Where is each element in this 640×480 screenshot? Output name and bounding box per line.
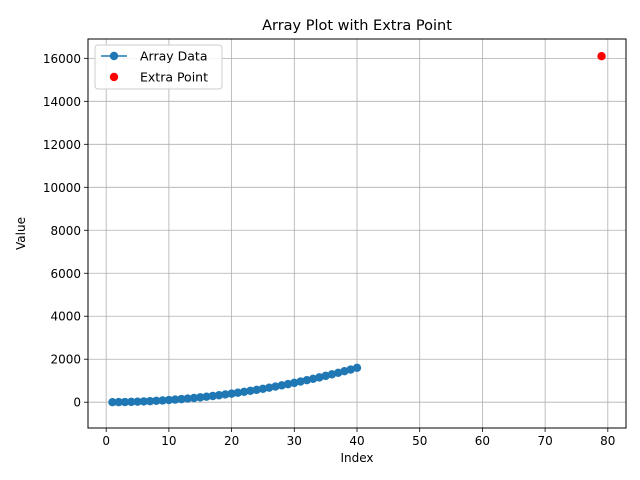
data-point-array-data — [221, 390, 230, 399]
x-tick-label: 40 — [349, 434, 364, 448]
data-point-array-data — [302, 376, 312, 385]
data-point-array-data — [214, 391, 224, 400]
data-point-array-data — [127, 397, 136, 407]
grid — [88, 39, 626, 428]
data-point-array-data — [233, 388, 243, 397]
x-tick-label: 10 — [161, 434, 176, 448]
data-point-array-data — [227, 389, 236, 398]
x-tick-label: 0 — [102, 434, 110, 448]
data-point-array-data — [120, 397, 130, 407]
data-point-array-data — [196, 393, 205, 402]
y-tick-label: 14000 — [43, 95, 81, 109]
data-point-extra-point — [597, 51, 606, 61]
data-point-array-data — [158, 396, 167, 405]
legend: Array Data Extra Point — [94, 44, 223, 90]
data-point-array-data — [114, 397, 123, 407]
data-point-array-data — [283, 379, 293, 389]
y-axis-label: Value — [14, 217, 28, 250]
data-point-array-data — [321, 371, 330, 381]
data-point-array-data — [327, 370, 337, 379]
data-point-array-data — [271, 382, 280, 391]
y-tick-label: 6000 — [50, 267, 81, 281]
y-tick-label: 2000 — [50, 353, 81, 367]
data-point-array-data — [189, 393, 199, 403]
data-point-array-data — [177, 394, 186, 404]
data-point-array-data — [208, 391, 217, 401]
data-point-array-data — [239, 387, 249, 397]
data-point-array-data — [308, 374, 318, 384]
y-tick-label: 10000 — [43, 181, 81, 195]
y-tick-label: 12000 — [43, 138, 81, 152]
x-tick-label: 70 — [537, 434, 552, 448]
y-tick-label: 0 — [73, 396, 81, 410]
legend-marker-array-data — [109, 51, 119, 61]
x-axis-label: Index — [340, 451, 373, 465]
data-point-array-data — [296, 377, 305, 386]
data-point-array-data — [170, 395, 180, 404]
data-point-array-data — [315, 373, 324, 382]
data-point-array-data — [252, 385, 261, 395]
y-tick-label: 4000 — [50, 310, 81, 324]
legend-label-array-data: Array Data — [140, 49, 208, 64]
data-point-array-data — [164, 395, 174, 405]
x-tick-label: 80 — [600, 434, 615, 448]
data-point-array-data — [145, 396, 155, 406]
x-tick-label: 20 — [224, 434, 239, 448]
x-tick-label: 50 — [412, 434, 427, 448]
data-point-array-data — [183, 394, 192, 403]
data-point-array-data — [139, 397, 149, 406]
data-point-array-data — [152, 396, 161, 406]
data-point-array-data — [202, 392, 211, 401]
x-tick-label: 60 — [475, 434, 490, 448]
data-point-array-data — [108, 397, 117, 407]
data-point-array-data — [265, 383, 274, 392]
y-tick-label: 16000 — [43, 52, 81, 66]
data-point-array-data — [258, 384, 268, 393]
legend-marker-extra-point — [109, 72, 119, 82]
ticks: 0 10 20 30 40 50 60 70 80 0 2000 4000 6000 8000 10000 1… — [43, 52, 616, 448]
data-point-array-data — [290, 378, 299, 388]
x-tick-label: 30 — [287, 434, 302, 448]
data-point-array-data — [246, 386, 255, 396]
y-tick-label: 8000 — [50, 224, 81, 238]
legend-label-extra-point: Extra Point — [140, 70, 208, 85]
chart-title: Array Plot with Extra Point — [262, 18, 452, 34]
data-point-array-data — [277, 381, 286, 390]
series-layer — [108, 51, 606, 407]
data-point-array-data — [352, 363, 362, 373]
data-point-array-data — [133, 397, 142, 406]
